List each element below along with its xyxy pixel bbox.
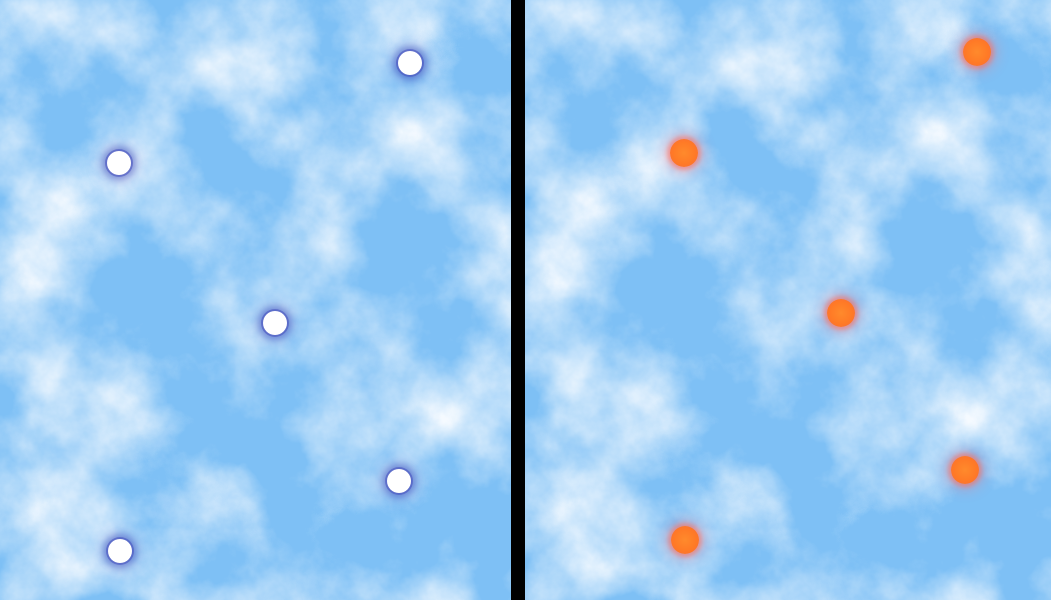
left-sky-texture bbox=[0, 0, 511, 600]
orange-dot-1[interactable] bbox=[963, 38, 991, 66]
panel-divider bbox=[511, 0, 525, 600]
orange-dot-5[interactable] bbox=[671, 526, 699, 554]
right-panel bbox=[525, 0, 1051, 600]
left-panel bbox=[0, 0, 511, 600]
orange-dot-4[interactable] bbox=[951, 456, 979, 484]
right-sky-texture bbox=[525, 0, 1051, 600]
orange-dot-2[interactable] bbox=[670, 139, 698, 167]
white-dot-2[interactable] bbox=[107, 151, 131, 175]
white-dot-1[interactable] bbox=[398, 51, 422, 75]
white-dot-4[interactable] bbox=[387, 469, 411, 493]
white-dot-5[interactable] bbox=[108, 539, 132, 563]
white-dot-3[interactable] bbox=[263, 311, 287, 335]
orange-dot-3[interactable] bbox=[827, 299, 855, 327]
